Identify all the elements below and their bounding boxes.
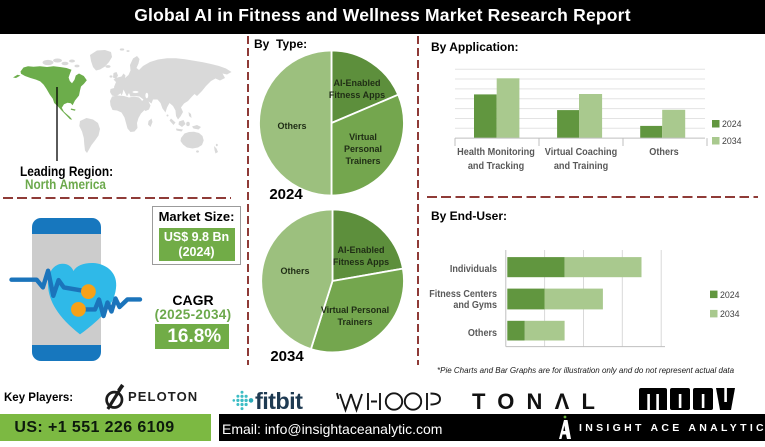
svg-text:2024: 2024 <box>722 119 742 129</box>
svg-text:2034: 2034 <box>720 309 740 319</box>
svg-text:2024: 2024 <box>720 290 740 300</box>
svg-text:2034: 2034 <box>722 136 742 146</box>
